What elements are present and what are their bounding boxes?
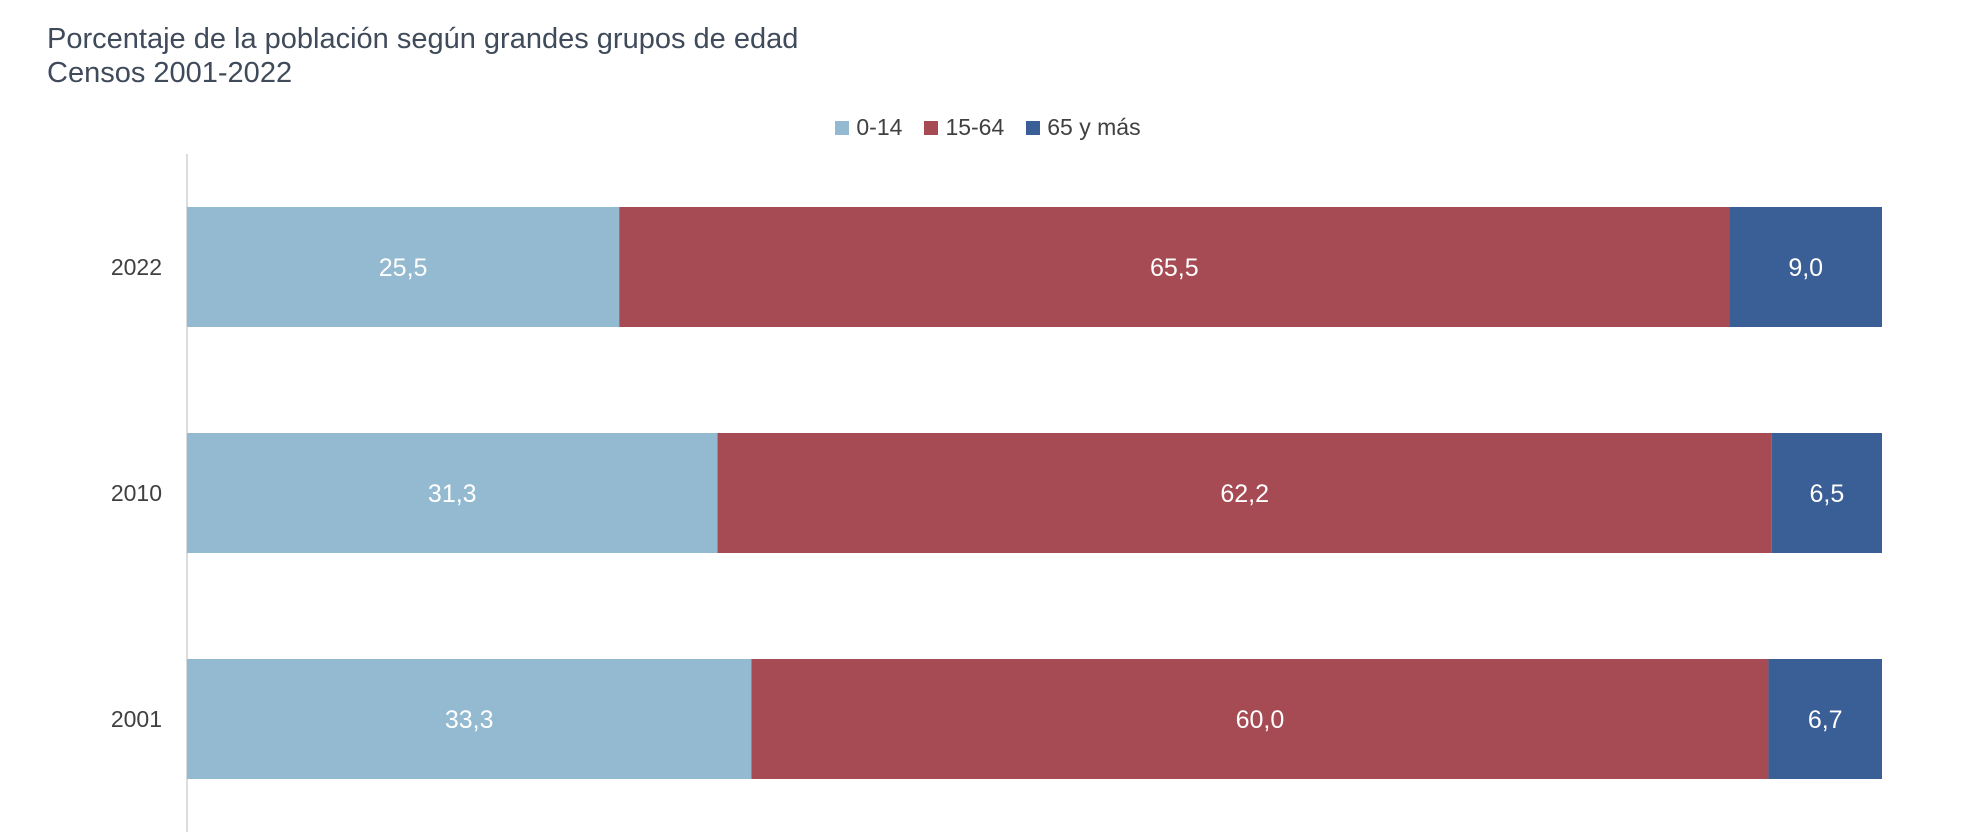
category-label-2022: 2022 [111, 254, 162, 280]
chart-legend: 0-14 15-64 65 y más [0, 114, 1976, 141]
bar-2001-series-1 [751, 659, 1769, 779]
legend-item-65-plus: 65 y más [1026, 114, 1141, 141]
legend-item-15-64: 15-64 [924, 114, 1004, 141]
data-label-2022-series-0: 25,5 [379, 254, 428, 282]
bar-2010-series-1 [717, 433, 1772, 553]
legend-label-65-plus: 65 y más [1047, 114, 1141, 140]
category-label-2001: 2001 [111, 706, 162, 732]
legend-item-0-14: 0-14 [835, 114, 902, 141]
legend-label-0-14: 0-14 [856, 114, 903, 140]
bar-2001-series-0 [187, 659, 752, 779]
legend-swatch-15-64 [924, 120, 939, 135]
bar-2001-series-2 [1768, 659, 1882, 779]
data-label-2001-series-2: 6,7 [1808, 706, 1843, 734]
chart-subtitle: Censos 2001-2022 [47, 57, 293, 89]
chart-title: Porcentaje de la población según grandes… [47, 23, 799, 55]
data-label-2001-series-0: 33,3 [445, 706, 494, 734]
chart-title-block: Porcentaje de la población según grandes… [47, 22, 798, 90]
legend-label-15-64: 15-64 [945, 114, 1005, 140]
data-label-2010-series-1: 62,2 [1220, 480, 1269, 508]
data-label-2001-series-1: 60,0 [1236, 706, 1285, 734]
legend-swatch-65-plus [1026, 120, 1041, 135]
bar-2022-series-1 [619, 207, 1730, 327]
bar-2022-series-2 [1729, 207, 1882, 327]
data-label-2010-series-0: 31,3 [428, 480, 477, 508]
bar-2010-series-0 [187, 433, 718, 553]
category-label-2010: 2010 [111, 480, 162, 506]
data-label-2022-series-1: 65,5 [1150, 254, 1199, 282]
legend-swatch-0-14 [835, 120, 850, 135]
bar-2022-series-0 [187, 207, 620, 327]
data-label-2022-series-2: 9,0 [1788, 254, 1823, 282]
data-label-2010-series-2: 6,5 [1810, 480, 1845, 508]
bar-2010-series-2 [1771, 433, 1882, 553]
